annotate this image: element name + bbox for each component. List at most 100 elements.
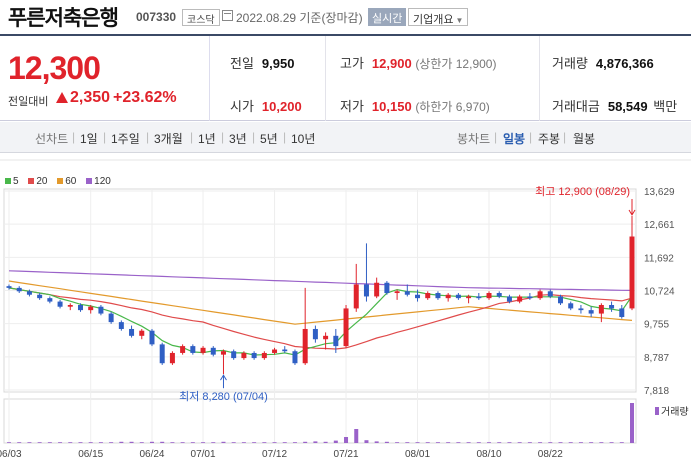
min-arrow-head xyxy=(220,374,227,381)
separator: | xyxy=(494,130,498,144)
x-tick-label: 07/12 xyxy=(262,449,287,460)
period-weekly[interactable]: 주봉 xyxy=(538,132,561,146)
range-5y[interactable]: 5년 xyxy=(260,132,278,146)
candle-body xyxy=(26,291,32,295)
candle-body xyxy=(343,308,349,347)
volume-legend-label: 거래량 xyxy=(661,406,689,418)
volume-bar xyxy=(119,441,124,443)
x-tick-label: 06/24 xyxy=(139,449,164,460)
volume-bar xyxy=(364,440,369,443)
y-tick-label: 10,724 xyxy=(644,286,675,297)
company-overview-label: 기업개요 xyxy=(413,14,454,26)
volume-bar xyxy=(201,442,206,443)
stock-name: 푸른저축은행 xyxy=(8,7,119,30)
separator: | xyxy=(190,130,194,144)
volume-bar xyxy=(221,441,226,443)
candle-body xyxy=(129,328,135,336)
volume-bar xyxy=(425,442,430,443)
candle-body xyxy=(98,306,104,314)
volume-bar xyxy=(558,442,563,443)
volume-bar xyxy=(323,441,328,443)
open-label: 시가 xyxy=(230,99,254,114)
line-chart-label: 선차트 xyxy=(35,132,69,146)
candle-body xyxy=(231,351,237,359)
calendar-icon xyxy=(222,10,233,21)
low-label: 저가 xyxy=(340,99,364,114)
range-1y[interactable]: 1년 xyxy=(198,132,216,146)
x-tick-label: 07/01 xyxy=(191,449,216,460)
separator: | xyxy=(252,130,256,144)
candle-body xyxy=(272,349,278,353)
amount-value: 58,549 xyxy=(607,99,648,114)
candle-body xyxy=(435,293,441,299)
candle-body xyxy=(323,335,329,340)
low-value: 10,150 xyxy=(371,99,412,114)
range-10y[interactable]: 10년 xyxy=(291,132,316,146)
candle-body xyxy=(190,346,196,353)
separator: | xyxy=(283,130,287,144)
legend-ma60: 60 xyxy=(57,176,76,187)
realtime-button[interactable]: 실시간 xyxy=(368,8,407,26)
amount-unit: 백만 xyxy=(653,99,678,114)
period-monthly[interactable]: 월봉 xyxy=(573,132,596,146)
volume-bar xyxy=(538,442,543,443)
candle-body xyxy=(425,293,431,299)
divider xyxy=(539,36,540,121)
candle-body xyxy=(374,282,380,297)
candle-body xyxy=(220,351,226,355)
volume-bar xyxy=(160,441,165,443)
current-price: 12,300 xyxy=(8,50,101,86)
stock-code: 007330 xyxy=(136,10,177,24)
candle-body xyxy=(598,305,604,314)
volume-bar xyxy=(456,442,461,443)
legend-ma120: 120 xyxy=(86,176,111,187)
volume-cell: 거래량 4,876,366 xyxy=(552,53,654,72)
up-triangle-icon xyxy=(56,92,68,103)
separator: | xyxy=(103,130,107,144)
range-1w[interactable]: 1주일 xyxy=(111,132,140,146)
candle-body xyxy=(251,352,257,359)
range-3y[interactable]: 3년 xyxy=(229,132,247,146)
candle-body xyxy=(261,352,267,359)
volume-bar xyxy=(211,442,216,443)
candle-body xyxy=(16,287,22,292)
volume-bar xyxy=(231,442,236,443)
volume-bar xyxy=(139,442,144,443)
candle-body xyxy=(568,303,574,309)
stock-header: 푸른저축은행 007330 코스닥 2022.08.29 기준(장마감) 실시간… xyxy=(0,0,691,34)
ma60-line xyxy=(8,280,633,325)
volume-bar xyxy=(589,442,594,443)
period-daily[interactable]: 일봉 xyxy=(503,132,526,146)
candle-body xyxy=(108,313,114,323)
candle-body xyxy=(609,305,615,309)
candle-body xyxy=(537,291,543,299)
candle-body xyxy=(47,298,53,302)
volume-bar xyxy=(415,442,420,443)
candle-body xyxy=(527,296,533,299)
volume-bar xyxy=(497,442,502,443)
volume-bar xyxy=(517,442,522,443)
volume-bar xyxy=(88,442,93,443)
separator: | xyxy=(529,130,533,144)
range-1d[interactable]: 1일 xyxy=(80,132,98,146)
volume-bar xyxy=(446,442,451,443)
prev-close-label: 전일 xyxy=(230,56,254,71)
price-summary: 12,300 전일대비 2,350 +23.62% 전일 9,950 고가 12,9… xyxy=(0,34,691,121)
y-tick-label: 11,692 xyxy=(644,253,674,264)
candle-body xyxy=(415,294,421,299)
candle-body xyxy=(312,328,318,340)
candle-body xyxy=(57,301,63,307)
ma20-line xyxy=(8,287,633,350)
candle-body xyxy=(578,308,584,311)
candle-body xyxy=(496,293,502,297)
candle-body xyxy=(302,328,308,364)
y-tick-label: 9,755 xyxy=(644,320,669,331)
upper-limit: (상한가 12,900) xyxy=(415,57,497,71)
volume-bar xyxy=(578,442,583,443)
min-annotation: 최저 8,280 (07/04) xyxy=(179,390,268,403)
company-overview-dropdown[interactable]: 기업개요 ▼ xyxy=(408,8,469,26)
volume-bar xyxy=(109,442,114,443)
x-tick-label: 08/10 xyxy=(477,449,502,460)
range-3m[interactable]: 3개월 xyxy=(154,132,183,146)
